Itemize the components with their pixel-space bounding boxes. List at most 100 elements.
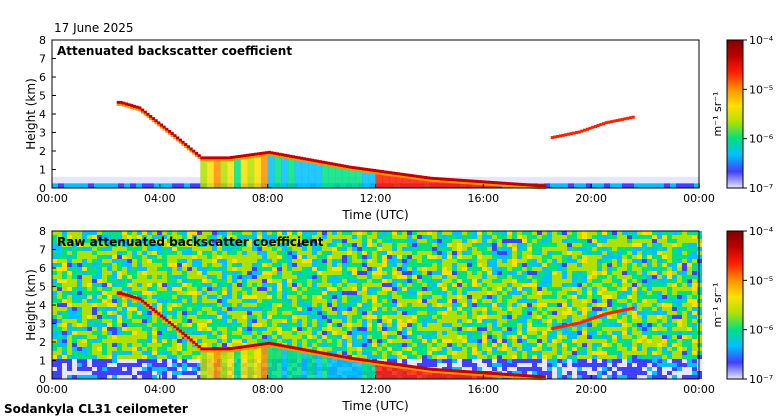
- heatmap-cell: [337, 259, 342, 263]
- heatmap-cell: [427, 243, 432, 247]
- heatmap-cell: [607, 303, 612, 307]
- heatmap-cell: [227, 243, 232, 247]
- heatmap-cell: [587, 359, 592, 363]
- cloud-cell: [426, 176, 430, 180]
- heatmap-cell: [482, 267, 487, 271]
- heatmap-cell: [512, 299, 517, 303]
- heatmap-cell: [117, 375, 122, 379]
- heatmap-cell: [167, 367, 172, 371]
- heatmap-cell: [122, 243, 127, 247]
- heatmap-cell: [132, 347, 137, 351]
- heatmap-cell: [337, 263, 342, 267]
- heatmap-cell: [282, 271, 287, 275]
- heatmap-cell: [417, 315, 422, 319]
- heatmap-cell: [642, 319, 647, 323]
- heatmap-cell: [67, 375, 72, 379]
- heatmap-cell: [277, 339, 282, 343]
- heatmap-cell: [432, 339, 437, 343]
- heatmap-cell: [107, 339, 112, 343]
- heatmap-cell: [92, 339, 97, 343]
- heatmap-cell: [427, 355, 432, 359]
- cloud-cell: [246, 153, 250, 157]
- heatmap-cell: [517, 343, 522, 347]
- heatmap-cell: [552, 311, 557, 315]
- heatmap-cell: [307, 263, 312, 267]
- heatmap-cell: [552, 275, 557, 279]
- heatmap-cell: [527, 275, 532, 279]
- cloud-cell: [243, 154, 247, 158]
- heatmap-cell: [142, 323, 147, 327]
- heatmap-cell: [582, 239, 587, 243]
- heatmap-cell: [52, 347, 57, 351]
- heatmap-cell: [82, 263, 87, 267]
- heatmap-cell: [107, 239, 112, 243]
- heatmap-cell: [477, 239, 482, 243]
- heatmap-cell: [52, 283, 57, 287]
- x-axis-label: Time (UTC): [341, 208, 408, 222]
- heatmap-cell: [192, 291, 197, 295]
- heatmap-cell: [82, 311, 87, 315]
- heatmap-cell: [232, 283, 237, 287]
- heatmap-cell: [257, 283, 262, 287]
- heatmap-cell: [542, 359, 547, 363]
- heatmap-cell: [287, 231, 292, 235]
- heatmap-cell: [402, 267, 407, 271]
- heatmap-cell: [197, 251, 202, 255]
- heatmap-cell: [207, 327, 212, 331]
- heatmap-cell: [317, 327, 322, 331]
- heatmap-cell: [507, 371, 512, 375]
- heatmap-cell: [562, 331, 567, 335]
- heatmap-cell: [457, 335, 462, 339]
- heatmap-cell: [112, 259, 117, 263]
- heatmap-cell: [362, 169, 370, 188]
- heatmap-cell: [392, 279, 397, 283]
- heatmap-cell: [567, 339, 572, 343]
- heatmap-cell: [112, 299, 117, 303]
- heatmap-cell: [87, 375, 92, 379]
- heatmap-cell: [412, 347, 417, 351]
- heatmap-cell: [247, 259, 252, 263]
- cloud-cell: [407, 176, 412, 179]
- heatmap-cell: [227, 267, 232, 271]
- heatmap-cell: [242, 283, 247, 287]
- heatmap-cell: [437, 279, 442, 283]
- cloud-cell: [256, 155, 261, 158]
- heatmap-cell: [82, 183, 88, 188]
- heatmap-cell: [577, 299, 582, 303]
- heatmap-cell: [642, 359, 647, 363]
- heatmap-cell: [52, 355, 57, 359]
- heatmap-cell: [237, 319, 242, 323]
- heatmap-cell: [187, 323, 192, 327]
- cloud-cell: [138, 109, 142, 112]
- heatmap-cell: [532, 275, 537, 279]
- heatmap-cell: [197, 239, 202, 243]
- heatmap-cell: [272, 259, 277, 263]
- heatmap-cell: [197, 315, 202, 319]
- heatmap-cell: [592, 375, 597, 379]
- heatmap-cell: [442, 243, 447, 247]
- heatmap-cell: [382, 319, 387, 323]
- heatmap-cell: [552, 235, 557, 239]
- heatmap-cell: [592, 331, 597, 335]
- heatmap-cell: [247, 295, 252, 299]
- heatmap-cell: [597, 319, 602, 323]
- heatmap-cell: [82, 315, 87, 319]
- heatmap-cell: [297, 319, 302, 323]
- cloud-cell: [550, 136, 554, 140]
- heatmap-cell: [192, 267, 197, 271]
- heatmap-cell: [642, 331, 647, 335]
- heatmap-cell: [92, 311, 97, 315]
- heatmap-cell: [112, 355, 117, 359]
- heatmap-cell: [462, 359, 467, 363]
- heatmap-cell: [507, 315, 512, 319]
- heatmap-cell: [612, 331, 617, 335]
- heatmap-cell: [457, 343, 462, 347]
- heatmap-cell: [617, 239, 622, 243]
- heatmap-cell: [302, 323, 307, 327]
- heatmap-cell: [562, 255, 567, 259]
- heatmap-cell: [242, 327, 247, 331]
- heatmap-cell: [602, 339, 607, 343]
- heatmap-cell: [492, 319, 497, 323]
- heatmap-cell: [442, 287, 447, 291]
- heatmap-cell: [167, 243, 172, 247]
